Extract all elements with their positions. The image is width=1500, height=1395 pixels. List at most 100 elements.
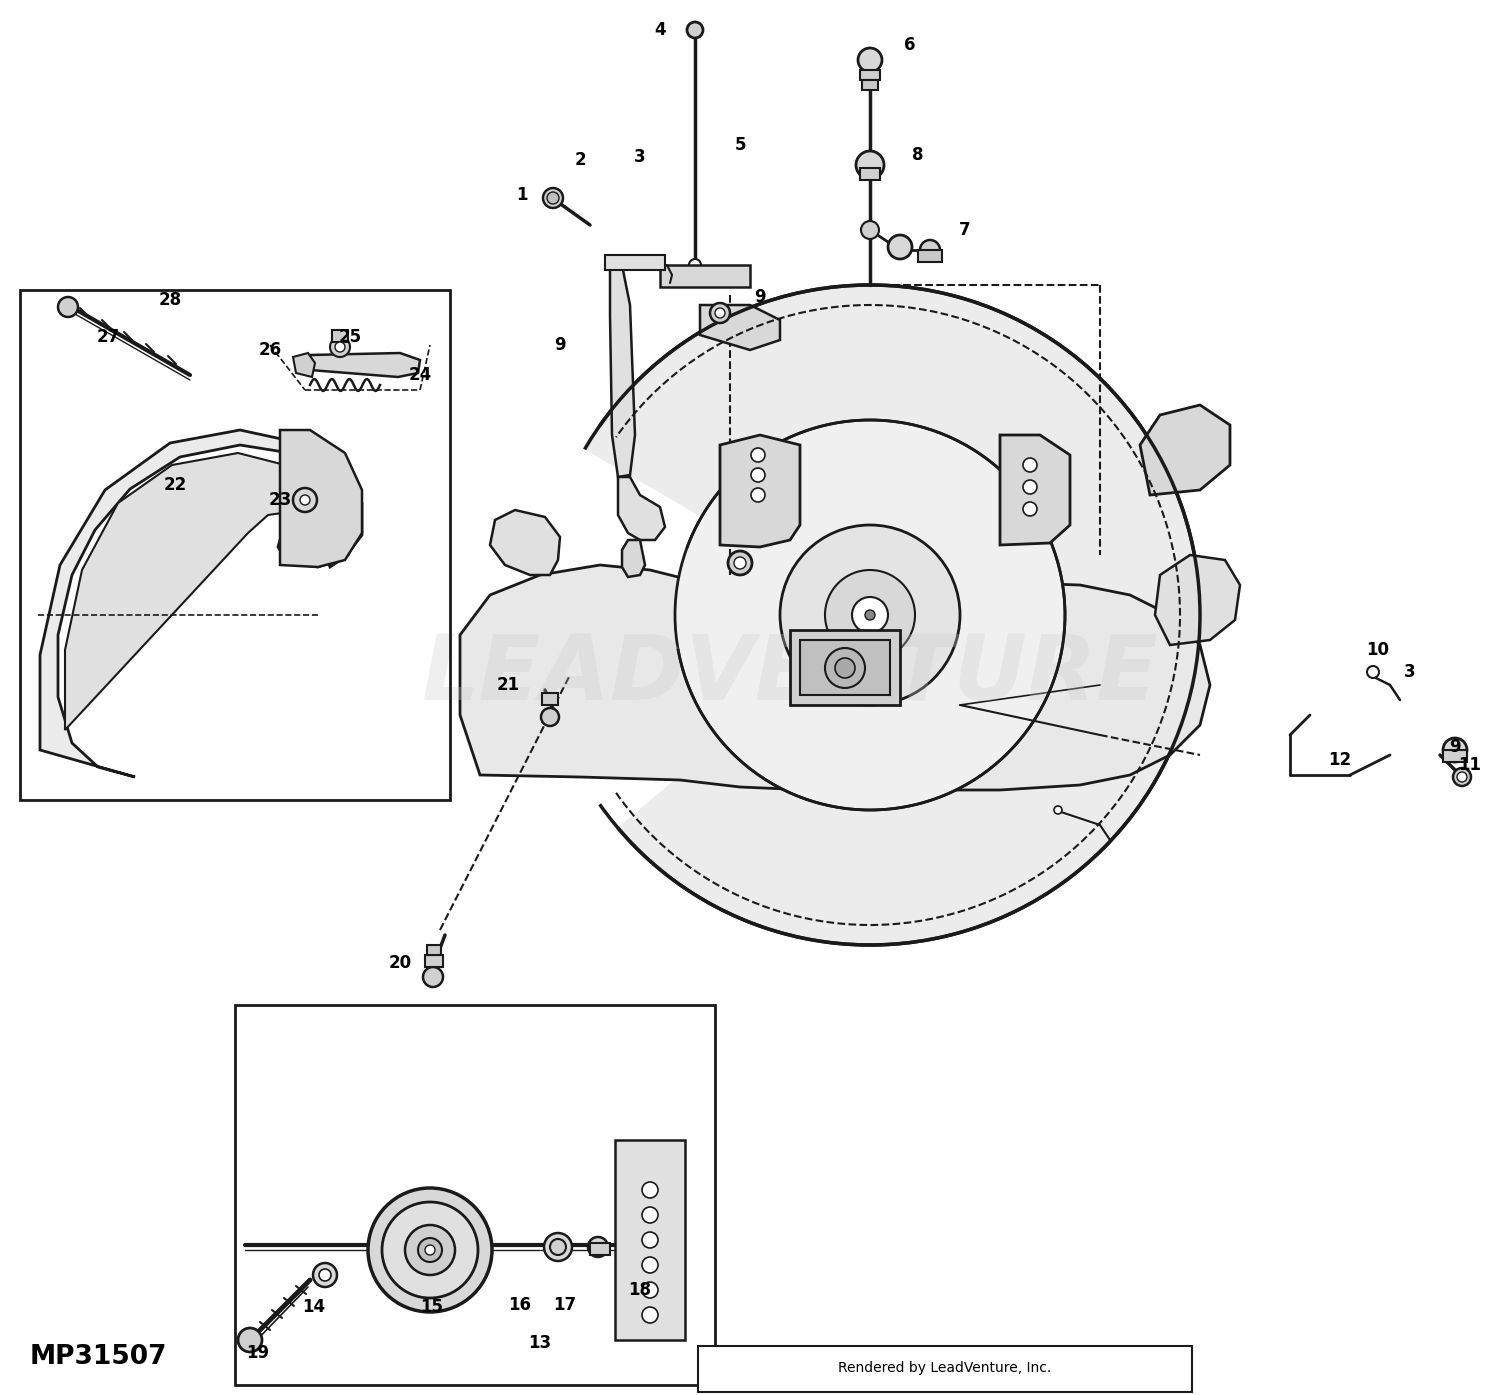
Circle shape — [1443, 738, 1467, 762]
Text: 19: 19 — [246, 1343, 270, 1362]
Text: 3: 3 — [634, 148, 646, 166]
Circle shape — [710, 303, 730, 324]
Text: 20: 20 — [388, 954, 411, 972]
Bar — [615, 1140, 686, 1341]
Circle shape — [330, 338, 350, 357]
Circle shape — [300, 495, 310, 505]
Bar — [542, 693, 558, 704]
Polygon shape — [720, 435, 800, 547]
Circle shape — [423, 967, 442, 988]
Circle shape — [405, 1225, 454, 1275]
Text: 22: 22 — [164, 476, 186, 494]
Circle shape — [688, 259, 700, 271]
Circle shape — [1023, 502, 1036, 516]
Wedge shape — [536, 448, 874, 830]
Text: 16: 16 — [509, 1296, 531, 1314]
Circle shape — [334, 342, 345, 352]
Polygon shape — [1000, 435, 1070, 545]
Polygon shape — [40, 430, 362, 777]
Text: 14: 14 — [303, 1297, 326, 1315]
Circle shape — [540, 285, 1200, 944]
Polygon shape — [280, 430, 362, 566]
Circle shape — [642, 1257, 658, 1274]
Polygon shape — [310, 353, 420, 377]
Circle shape — [752, 488, 765, 502]
Circle shape — [238, 1328, 262, 1352]
Text: 11: 11 — [1458, 756, 1482, 774]
Circle shape — [1023, 480, 1036, 494]
Circle shape — [382, 1202, 478, 1297]
Circle shape — [419, 1237, 442, 1262]
Polygon shape — [1155, 555, 1240, 644]
Text: MP31507: MP31507 — [30, 1343, 168, 1370]
Circle shape — [550, 1239, 566, 1256]
Circle shape — [544, 1233, 572, 1261]
Text: 9: 9 — [754, 287, 766, 306]
Bar — [424, 956, 442, 967]
Bar — [862, 80, 877, 91]
Circle shape — [368, 1189, 492, 1313]
Circle shape — [861, 220, 879, 239]
Polygon shape — [292, 353, 315, 377]
Circle shape — [588, 1237, 608, 1257]
Text: 3: 3 — [1404, 663, 1416, 681]
Text: 13: 13 — [528, 1334, 552, 1352]
Circle shape — [865, 610, 874, 619]
Circle shape — [58, 297, 78, 317]
Text: 8: 8 — [912, 146, 924, 165]
FancyBboxPatch shape — [698, 1346, 1192, 1392]
Text: 17: 17 — [554, 1296, 576, 1314]
Circle shape — [856, 151, 883, 179]
Circle shape — [716, 308, 724, 318]
Text: 12: 12 — [1329, 751, 1352, 769]
Bar — [859, 70, 880, 80]
Text: 9: 9 — [1449, 738, 1461, 756]
Bar — [332, 331, 348, 342]
Circle shape — [642, 1207, 658, 1223]
Text: 9: 9 — [554, 336, 566, 354]
Polygon shape — [622, 540, 645, 578]
Circle shape — [752, 467, 765, 483]
Circle shape — [642, 1232, 658, 1249]
Text: Rendered by LeadVenture, Inc.: Rendered by LeadVenture, Inc. — [839, 1362, 1052, 1375]
Circle shape — [1054, 806, 1062, 815]
Text: 24: 24 — [408, 365, 432, 384]
Bar — [604, 255, 664, 271]
Text: 15: 15 — [420, 1297, 444, 1315]
Circle shape — [314, 1262, 338, 1288]
Circle shape — [920, 240, 940, 259]
Text: 5: 5 — [735, 135, 746, 153]
Polygon shape — [1140, 405, 1230, 495]
Text: 25: 25 — [339, 328, 362, 346]
Polygon shape — [490, 511, 560, 575]
Bar — [859, 167, 880, 180]
Circle shape — [852, 597, 888, 633]
Text: 18: 18 — [628, 1281, 651, 1299]
Circle shape — [642, 1182, 658, 1198]
Polygon shape — [618, 477, 664, 540]
Circle shape — [320, 1269, 332, 1281]
Circle shape — [542, 709, 560, 725]
Circle shape — [292, 488, 316, 512]
Bar — [427, 944, 441, 956]
Circle shape — [780, 525, 960, 704]
Text: 21: 21 — [496, 677, 519, 693]
Bar — [660, 265, 750, 287]
Bar — [236, 1004, 716, 1385]
Circle shape — [548, 193, 560, 204]
Circle shape — [825, 649, 866, 688]
Circle shape — [687, 22, 703, 38]
Text: 26: 26 — [258, 340, 282, 359]
Bar — [1443, 751, 1467, 762]
Circle shape — [424, 1244, 435, 1256]
Circle shape — [1454, 769, 1472, 785]
Text: 1: 1 — [516, 186, 528, 204]
Text: 6: 6 — [904, 36, 915, 54]
Bar — [918, 250, 942, 262]
Circle shape — [728, 551, 752, 575]
Bar — [790, 631, 900, 704]
Text: LEADVENTURE: LEADVENTURE — [422, 631, 1158, 718]
Text: 7: 7 — [958, 220, 970, 239]
Polygon shape — [460, 565, 1210, 790]
Circle shape — [675, 420, 1065, 810]
